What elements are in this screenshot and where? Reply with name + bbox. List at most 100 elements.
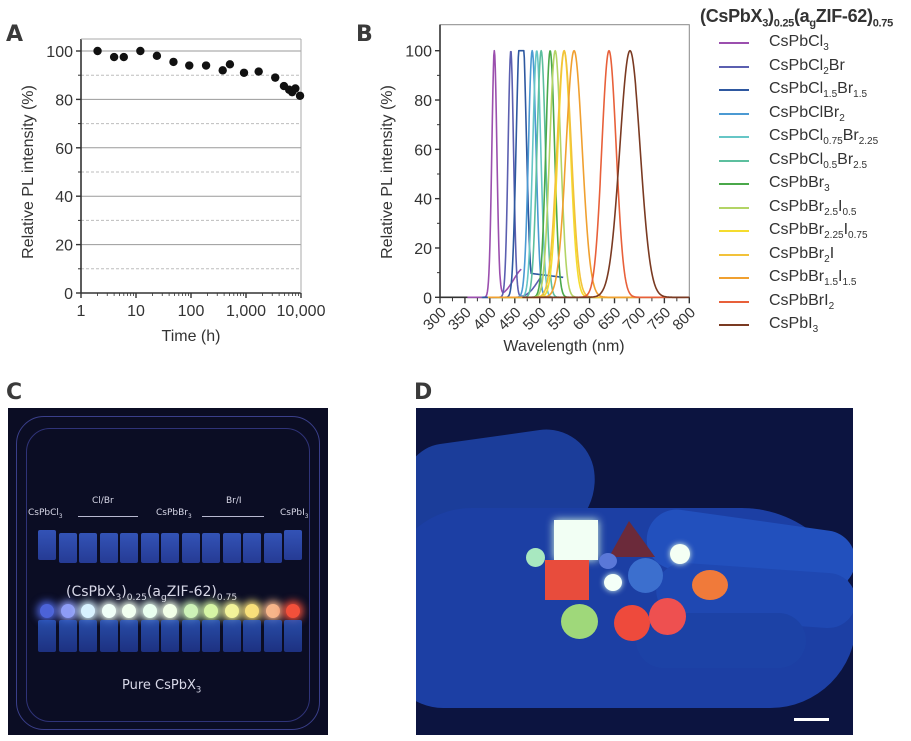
label-cl-br: Cl/Br: [92, 496, 114, 506]
x-tick-label: 500: [520, 304, 550, 334]
luminescent-vial: [204, 604, 218, 618]
luminescent-vial: [286, 604, 300, 618]
legend-label: CsPbBr2.5I0.5: [769, 197, 857, 218]
y-tick-label: 0: [64, 286, 73, 303]
vial-cap: [161, 533, 179, 563]
legend-item: CsPbCl2Br: [712, 55, 911, 79]
vial-cap: [99, 533, 118, 563]
label-composite: (CsPbX3)0.25(agZIF-62)0.75: [66, 584, 238, 603]
data-point: [271, 73, 280, 82]
x-tick-label: 350: [445, 304, 475, 334]
sample-green-small: [526, 548, 545, 567]
vial-cap: [181, 533, 200, 563]
legend-label: CsPbBrI2: [769, 291, 835, 312]
vial-cap: [38, 620, 56, 652]
legend-swatch: [719, 230, 749, 233]
y-tick-label: 40: [414, 192, 432, 209]
scale-bar: [794, 718, 829, 721]
x-tick-label: 450: [495, 304, 525, 334]
legend-label: CsPbClBr2: [769, 103, 845, 124]
legend-swatch: [719, 206, 749, 209]
vial-cap: [243, 533, 261, 563]
spectrum-line: [522, 49, 690, 299]
sample-orange-disc: [692, 570, 728, 600]
luminescent-vial: [101, 604, 116, 618]
vial-cap: [284, 620, 302, 652]
data-point: [152, 51, 162, 61]
legend-label: CsPbCl0.75Br2.25: [769, 127, 879, 148]
vial-cap: [140, 620, 159, 652]
data-point: [254, 67, 263, 76]
vial-cap: [202, 533, 220, 563]
x-tick-label: 1: [77, 303, 86, 320]
photo-c-vials: CsPbCl3 Cl/Br CsPbBr3 Br/I CsPbI3 (CsPbX…: [8, 408, 328, 735]
legend-label: CsPbBr2.25I0.75: [769, 221, 868, 242]
vial-cap: [284, 530, 302, 560]
panel-label-b: B: [356, 22, 373, 47]
chart-b-pl-spectra: 0 20 40 60 80 100 3003504004505005506006507007…: [379, 24, 699, 355]
label-pure: Pure CsPbX3: [122, 678, 202, 695]
luminescent-vial: [40, 604, 54, 618]
legend-item: CsPbCl0.5Br2.5: [712, 149, 911, 173]
vial-cap: [161, 620, 179, 652]
sample-dark-triangle: [609, 521, 655, 557]
data-point: [239, 68, 249, 77]
legend-label: CsPbBr1.5I1.5: [769, 268, 857, 289]
data-point: [185, 61, 194, 70]
y-tick-label: 20: [414, 241, 432, 258]
legend-item: CsPbBrI2: [712, 290, 911, 314]
tray-inner-outline: [26, 428, 310, 722]
sample-red-square: [545, 560, 589, 600]
chart-a-axes: 0 20 40 60 80 100 1 10 100 1,000 10,000: [46, 38, 326, 320]
x-tick-label: 600: [570, 304, 600, 334]
vial-cap: [243, 620, 261, 652]
luminescent-vial: [245, 604, 259, 618]
legend-swatch: [719, 277, 749, 280]
photo-d-glass-pieces: [416, 408, 853, 735]
sample-green-disc: [561, 604, 598, 639]
x-tick-label: 750: [644, 304, 674, 334]
y-tick-label: 100: [46, 44, 73, 61]
vial-cap: [58, 620, 77, 652]
legend-item: CsPbBr3: [712, 173, 911, 197]
x-tick-label: 800: [669, 304, 699, 334]
y-tick-label: 60: [55, 141, 73, 158]
legend-title: (CsPbX3)0.25(agZIF-62)0.75: [700, 6, 893, 30]
luminescent-vial: [122, 604, 136, 618]
divider-cl-br: [78, 516, 138, 517]
x-tick-label: 550: [545, 304, 575, 334]
luminescent-vial: [224, 604, 239, 618]
legend-swatch: [719, 136, 749, 139]
panel-label-a: A: [6, 22, 24, 47]
chart-a-gridlines: [81, 50, 301, 270]
legend-swatch: [719, 89, 749, 92]
legend-label: CsPbI3: [769, 315, 819, 336]
luminescent-vial: [265, 604, 280, 618]
luminescent-vial: [81, 604, 95, 618]
spectrum-line: [467, 49, 522, 299]
legend-label: CsPbCl0.5Br2.5: [769, 150, 868, 171]
chart-b-xlabel: Wavelength (nm): [503, 338, 624, 355]
legend-item: CsPbBr1.5I1.5: [712, 267, 911, 291]
x-tick-label: 10: [127, 303, 145, 320]
data-point: [291, 84, 300, 93]
data-point: [109, 52, 119, 62]
y-tick-label: 80: [414, 93, 432, 110]
chart-b-ylabel: Relative PL intensity (%): [379, 85, 396, 259]
data-point: [136, 46, 145, 56]
vial-cap: [202, 620, 220, 652]
legend-swatch: [719, 65, 749, 68]
chart-a-xlabel: Time (h): [162, 328, 221, 345]
x-tick-label: 400: [470, 304, 500, 334]
legend-item: CsPbBr2.25I0.75: [712, 220, 911, 244]
x-tick-label: 650: [595, 304, 625, 334]
label-cspbi3: CsPbI3: [280, 508, 309, 520]
chart-b-legend: (CsPbX3)0.25(agZIF-62)0.75 CsPbCl3 CsPbCl…: [700, 6, 911, 338]
legend-label: CsPbCl2Br: [769, 56, 845, 77]
legend-swatch: [719, 112, 749, 115]
legend-item: CsPbCl3: [712, 32, 911, 56]
sample-white-small: [604, 574, 622, 591]
vial-cap: [99, 620, 118, 652]
legend-item: CsPbI3: [712, 314, 911, 338]
legend-swatch: [719, 42, 749, 45]
